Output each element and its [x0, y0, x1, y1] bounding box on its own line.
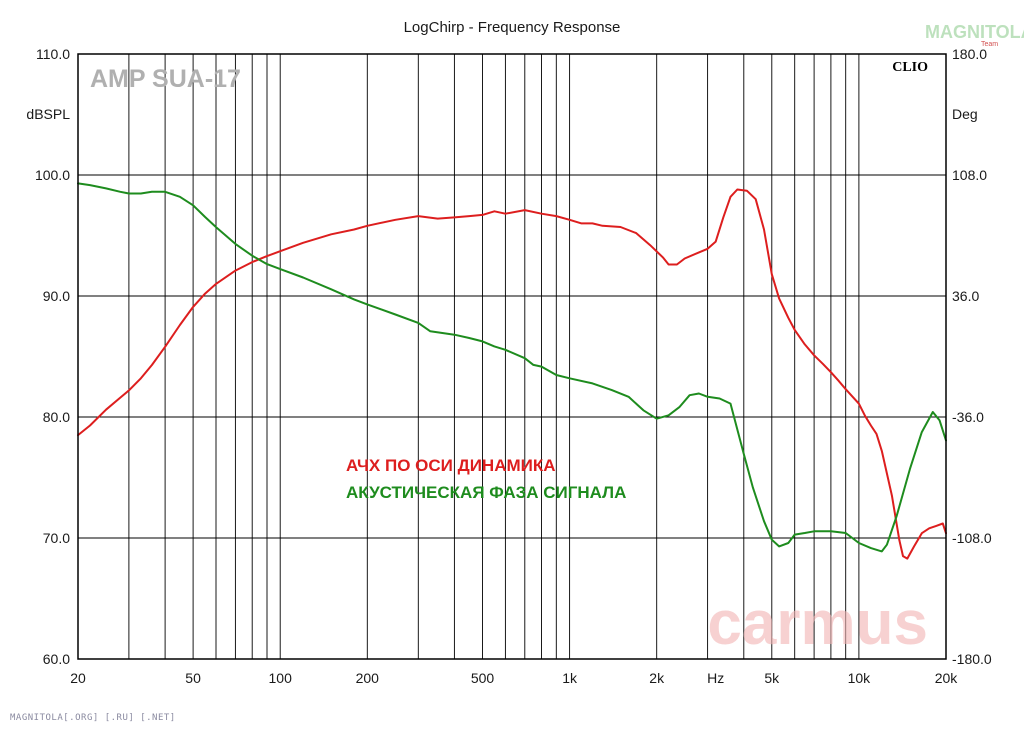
y-right-unit-label: Deg	[952, 106, 978, 122]
series-group	[77, 182, 947, 560]
phase-response-line	[77, 182, 947, 553]
logo-subtext: Team	[981, 41, 998, 48]
x-tick-label: 2k	[649, 670, 665, 686]
y-left-tick-labels: 110.0 100.0 90.0 80.0 70.0 60.0	[35, 46, 70, 667]
plot-border	[77, 53, 947, 660]
y-right-tick-label: -108.0	[952, 530, 992, 546]
device-watermark: AMP SUA-17	[90, 65, 241, 93]
y-right-tick-label: 108.0	[952, 167, 987, 183]
y-left-tick-label: 110.0	[36, 46, 70, 62]
y-left-tick-label: 80.0	[43, 409, 70, 425]
x-tick-label: 20	[70, 670, 86, 686]
clio-label: CLIO	[892, 60, 928, 75]
y-left-tick-label: 100.0	[35, 167, 70, 183]
frequency-response-line	[77, 188, 947, 560]
x-tick-label: 5k	[764, 670, 780, 686]
y-left-tick-label: 70.0	[43, 530, 70, 546]
legend-green-label: АКУСТИЧЕСКАЯ ФАЗА СИГНАЛА	[346, 483, 626, 502]
y-right-tick-label: 180.0	[952, 46, 987, 62]
y-right-tick-label: -180.0	[952, 651, 992, 667]
magnitola-logo: MAGNITOLA Team	[925, 22, 1024, 48]
grid-lines	[78, 53, 946, 660]
logo-text: MAGNITOLA	[925, 22, 1024, 42]
x-tick-label: 50	[185, 670, 201, 686]
x-tick-label: 500	[471, 670, 495, 686]
x-tick-label: 200	[356, 670, 380, 686]
x-tick-labels: 20 50 100 200 500 1k 2k Hz 5k 10k 20k	[70, 670, 958, 686]
plot-area	[78, 54, 946, 659]
y-left-tick-label: 60.0	[43, 651, 70, 667]
x-tick-label: 10k	[848, 670, 872, 686]
y-left-unit-label: dBSPL	[26, 106, 70, 122]
x-tick-label: Hz	[707, 670, 724, 686]
x-tick-label: 20k	[935, 670, 959, 686]
y-right-tick-label: -36.0	[952, 409, 984, 425]
legend-red-label: АЧХ ПО ОСИ ДИНАМИКА	[346, 456, 556, 475]
carmus-watermark: carmus	[707, 589, 928, 658]
x-tick-label: 100	[269, 670, 293, 686]
x-tick-label: 1k	[562, 670, 578, 686]
y-right-tick-labels: 180.0 108.0 36.0 -36.0 -108.0 -180.0	[952, 46, 992, 667]
y-left-tick-label: 90.0	[43, 288, 70, 304]
chart-title: LogChirp - Frequency Response	[404, 19, 621, 36]
y-right-tick-label: 36.0	[952, 288, 979, 304]
footer-credit: MAGNITOLA[.ORG] [.RU] [.NET]	[10, 713, 176, 723]
